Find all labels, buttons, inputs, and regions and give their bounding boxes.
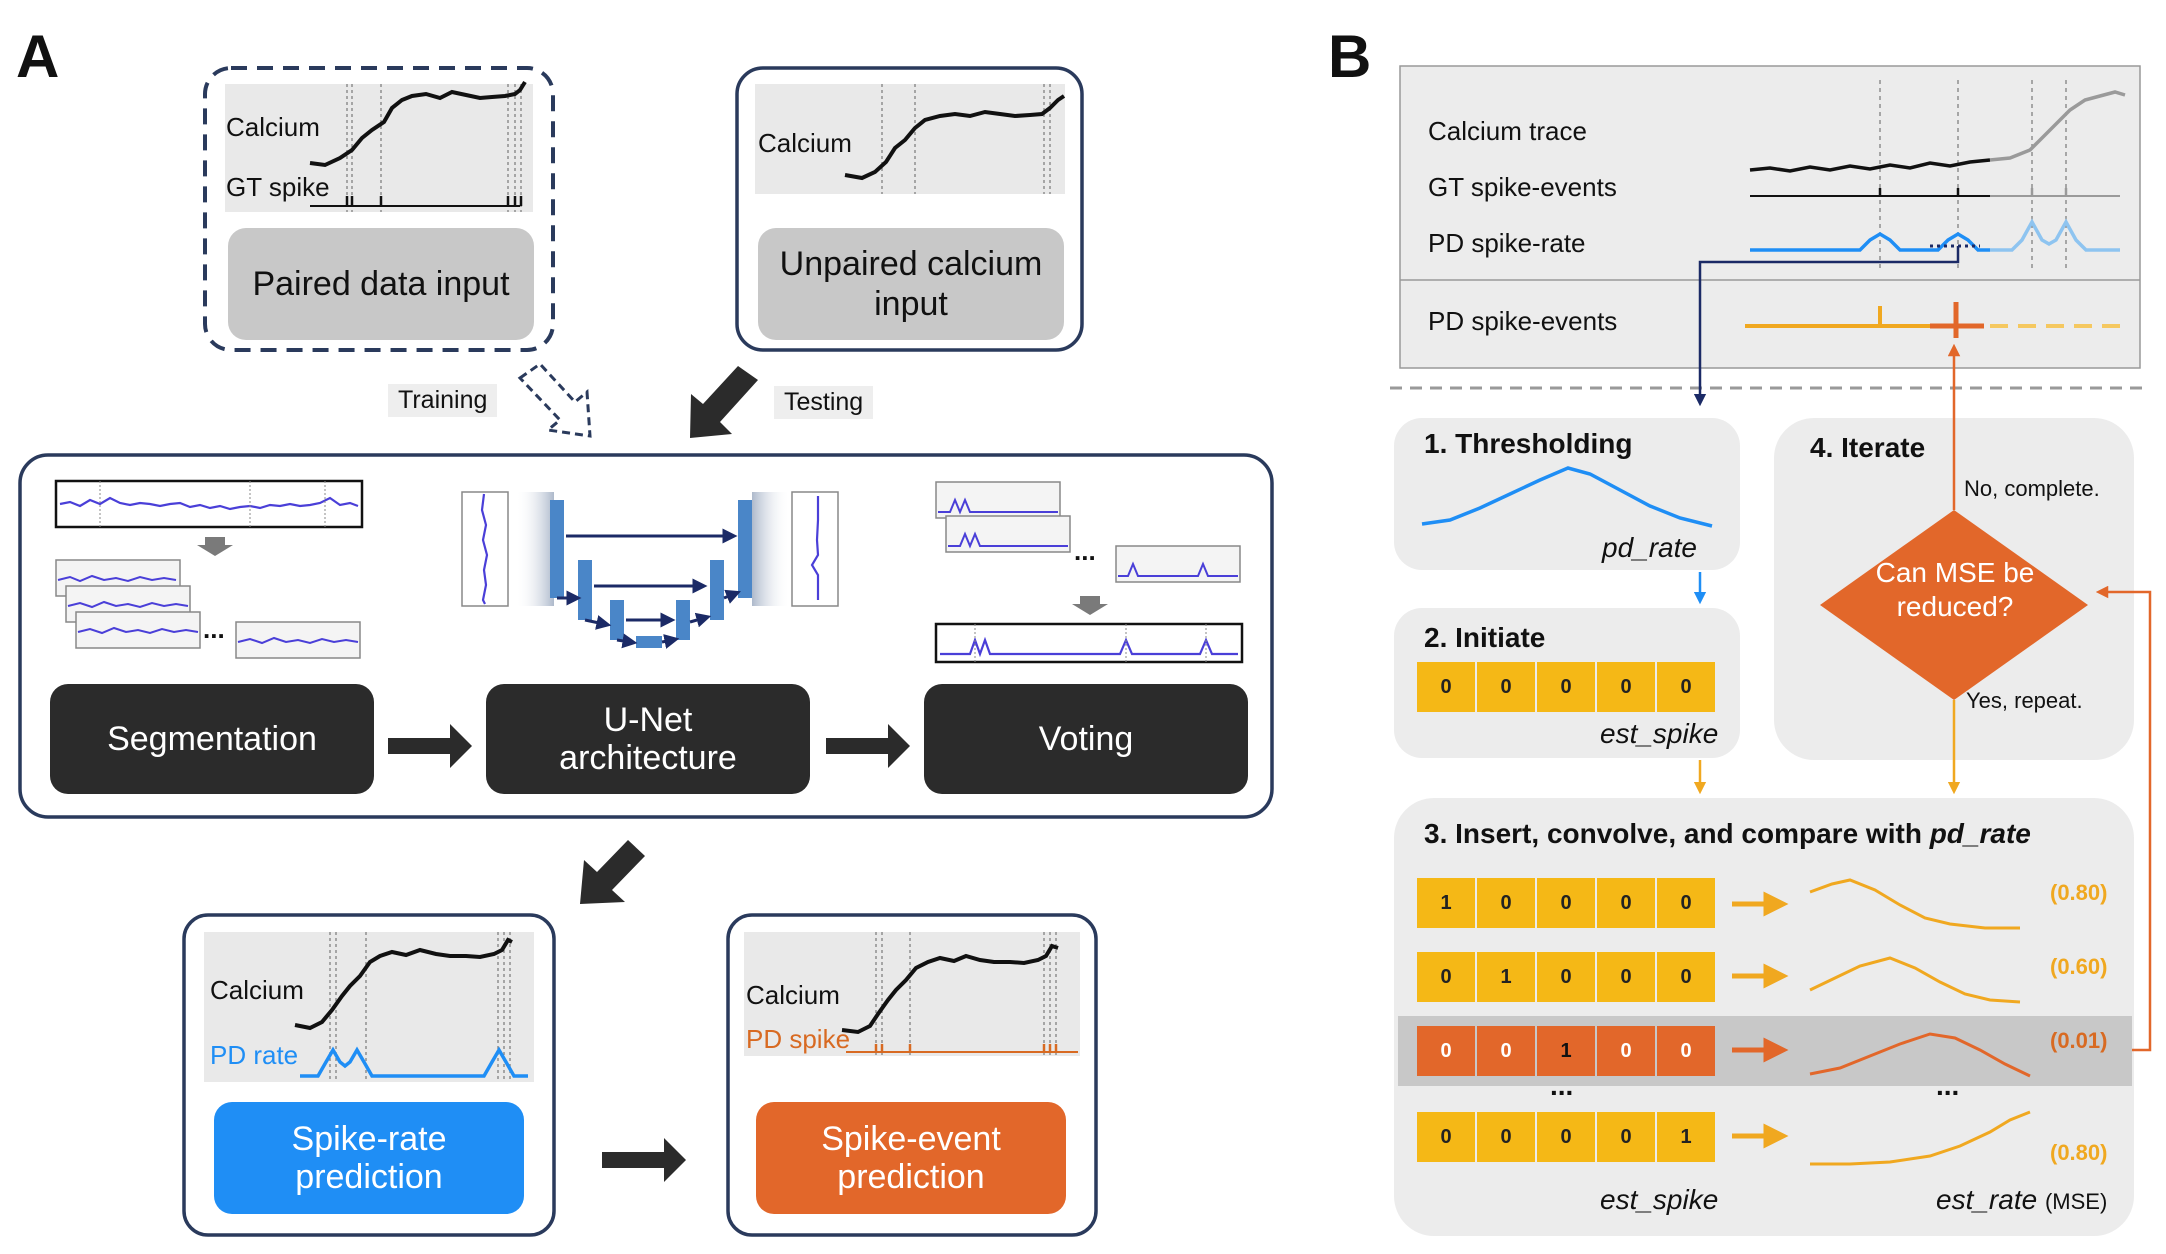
unet-box: U-Net architecture [486,684,810,794]
est-rate-curves [1809,878,2031,1166]
row3-cell: 0 [1657,1026,1715,1076]
row3-cell: 0 [1417,1026,1475,1076]
row2-mse: (0.60) [2050,954,2108,979]
init-cell: 0 [1537,662,1595,712]
segmentation-traces [54,479,364,659]
row1-cell: 0 [1597,878,1655,928]
row1-cell: 0 [1657,878,1715,928]
decision-diamond [1820,510,2088,700]
row1-cell: 0 [1477,878,1535,928]
pipeline-arrows [388,724,910,1182]
b-top-panel [1399,65,2141,369]
voting-dots: ... [1074,536,1096,566]
row-arrows [1732,891,1789,1149]
row1-cell: 1 [1417,878,1475,928]
step1-var: pd_rate [1602,532,1697,563]
threshold-curve [1421,466,1713,528]
row3-mse: (0.01) [2050,1028,2108,1053]
pd-rate-label: PD rate [210,1040,299,1070]
event-calcium-label: Calcium [746,980,840,1010]
row2-cell: 0 [1657,952,1715,1002]
row2-cell: 0 [1537,952,1595,1002]
spike-event-prediction-box: Spike-event prediction [756,1102,1066,1214]
voting-traces [934,481,1244,664]
paired-gt-spike-label: GT spike [226,172,330,202]
init-cell: 0 [1657,662,1715,712]
row1-mse: (0.80) [2050,880,2108,905]
step2-title: 2. Initiate [1424,622,1546,653]
training-arrow [517,362,592,438]
gt-spike-events-label: GT spike-events [1428,172,1617,202]
pd-spike-rate-label: PD spike-rate [1428,228,1586,258]
panel-a-label: A [16,23,60,90]
flow-connectors [1693,246,2152,1052]
unet-graphic [461,491,839,649]
decision-text: Can MSE be reduced? [1875,557,2035,622]
row2-cell: 0 [1597,952,1655,1002]
no-complete-label: No, complete. [1964,476,2100,501]
row1-cell: 0 [1537,878,1595,928]
row3-cell: 1 [1537,1026,1595,1076]
step4-title: 4. Iterate [1810,432,1926,463]
pd-spike-events-label: PD spike-events [1428,306,1618,336]
segmentation-dots: ... [203,614,225,644]
paired-data-input-box: Paired data input [228,228,534,340]
row4-cell: 0 [1477,1112,1535,1162]
row4-mse: (0.80) [2050,1140,2108,1165]
row3-cell: 0 [1597,1026,1655,1076]
init-cell: 0 [1477,662,1535,712]
paired-calcium-label: Calcium [226,112,320,142]
voting-box: Voting [924,684,1248,794]
training-label: Training [388,384,498,417]
row4-cell: 0 [1597,1112,1655,1162]
step3-est-rate: est_rate (MSE) [1936,1184,2108,1215]
step3-est-spike: est_spike [1600,1184,1719,1215]
step2-var: est_spike [1600,718,1719,749]
init-cell: 0 [1417,662,1475,712]
step1-box [1394,418,1740,570]
row4-cell: 0 [1417,1112,1475,1162]
calcium-trace-label: Calcium trace [1428,116,1587,146]
testing-label: Testing [774,386,874,419]
panel-b-label: B [1328,23,1372,90]
rate-calcium-label: Calcium [210,975,304,1005]
unpaired-calcium-input-box: Unpaired calcium input [758,228,1064,340]
pd-spike-label: PD spike [746,1024,851,1054]
spike-rate-prediction-box: Spike-rate prediction [214,1102,524,1214]
yes-repeat-label: Yes, repeat. [1966,688,2083,713]
row2-cell: 0 [1417,952,1475,1002]
row4-cell: 1 [1657,1112,1715,1162]
segmentation-box: Segmentation [50,684,374,794]
row3-cell: 0 [1477,1026,1535,1076]
curves-dots: ... [1936,1070,1960,1101]
init-cell: 0 [1597,662,1655,712]
step1-title: 1. Thresholding [1424,428,1633,459]
row2-cell: 1 [1477,952,1535,1002]
step3-title: 3. Insert, convolve, and compare with pd… [1424,818,2031,849]
cells-dots: ... [1550,1070,1574,1101]
row4-cell: 0 [1537,1112,1595,1162]
testing-arrow [690,366,758,438]
unpaired-calcium-label: Calcium [758,128,852,158]
